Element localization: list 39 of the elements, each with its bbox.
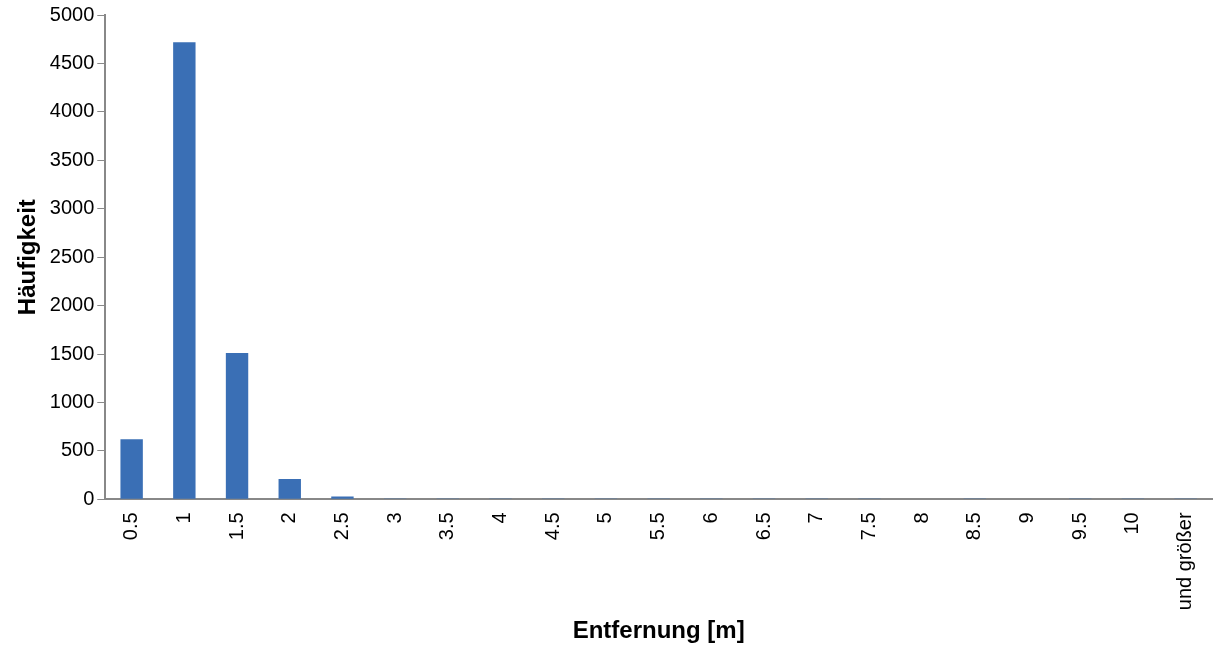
y-tick-label: 2500 bbox=[49, 244, 95, 267]
x-tick-label: 5.5 bbox=[646, 512, 669, 541]
x-tick-label: 5 bbox=[593, 512, 616, 524]
x-tick-label: 0.5 bbox=[119, 512, 142, 541]
x-tick-label: 7.5 bbox=[856, 512, 879, 541]
x-tick-label: und größer bbox=[1173, 512, 1196, 611]
y-tick-label: 4000 bbox=[49, 99, 95, 122]
bar bbox=[120, 439, 143, 499]
x-tick-label: 3.5 bbox=[435, 512, 458, 541]
x-tick-label: 9 bbox=[1015, 512, 1038, 524]
y-tick-label: 4500 bbox=[49, 50, 95, 73]
x-tick-label: 9.5 bbox=[1067, 512, 1090, 541]
bar bbox=[173, 42, 196, 499]
x-tick-label: 7 bbox=[804, 512, 827, 524]
x-tick-label: 2.5 bbox=[329, 512, 352, 541]
bar bbox=[225, 353, 249, 499]
x-tick-label: 6.5 bbox=[751, 512, 774, 541]
y-tick-label: 3500 bbox=[49, 147, 95, 170]
x-tick-label: 1 bbox=[171, 512, 194, 524]
bar bbox=[278, 479, 301, 499]
x-tick-label: 6 bbox=[698, 512, 721, 524]
x-tick-label: 10 bbox=[1120, 512, 1143, 535]
x-tick-label: 8.5 bbox=[962, 512, 985, 541]
y-axis-title: Häufigkeit bbox=[13, 199, 41, 316]
y-tick-label: 1500 bbox=[49, 341, 95, 364]
x-tick-label: 8 bbox=[909, 512, 932, 524]
x-tick-label: 4 bbox=[488, 512, 511, 524]
x-tick-label: 1.5 bbox=[224, 512, 247, 541]
x-tick-label: 4.5 bbox=[540, 512, 563, 541]
y-tick-label: 3000 bbox=[49, 196, 95, 219]
x-axis-title: Entfernung [m] bbox=[572, 616, 745, 644]
y-tick-label: 0 bbox=[83, 486, 95, 509]
y-tick-label: 1000 bbox=[49, 390, 95, 413]
y-tick-label: 500 bbox=[60, 438, 95, 461]
x-tick-label: 3 bbox=[382, 512, 405, 524]
y-tick-label: 5000 bbox=[49, 2, 95, 25]
bar bbox=[331, 496, 354, 499]
x-tick-label: 2 bbox=[277, 512, 300, 524]
y-tick-label: 2000 bbox=[49, 293, 95, 316]
